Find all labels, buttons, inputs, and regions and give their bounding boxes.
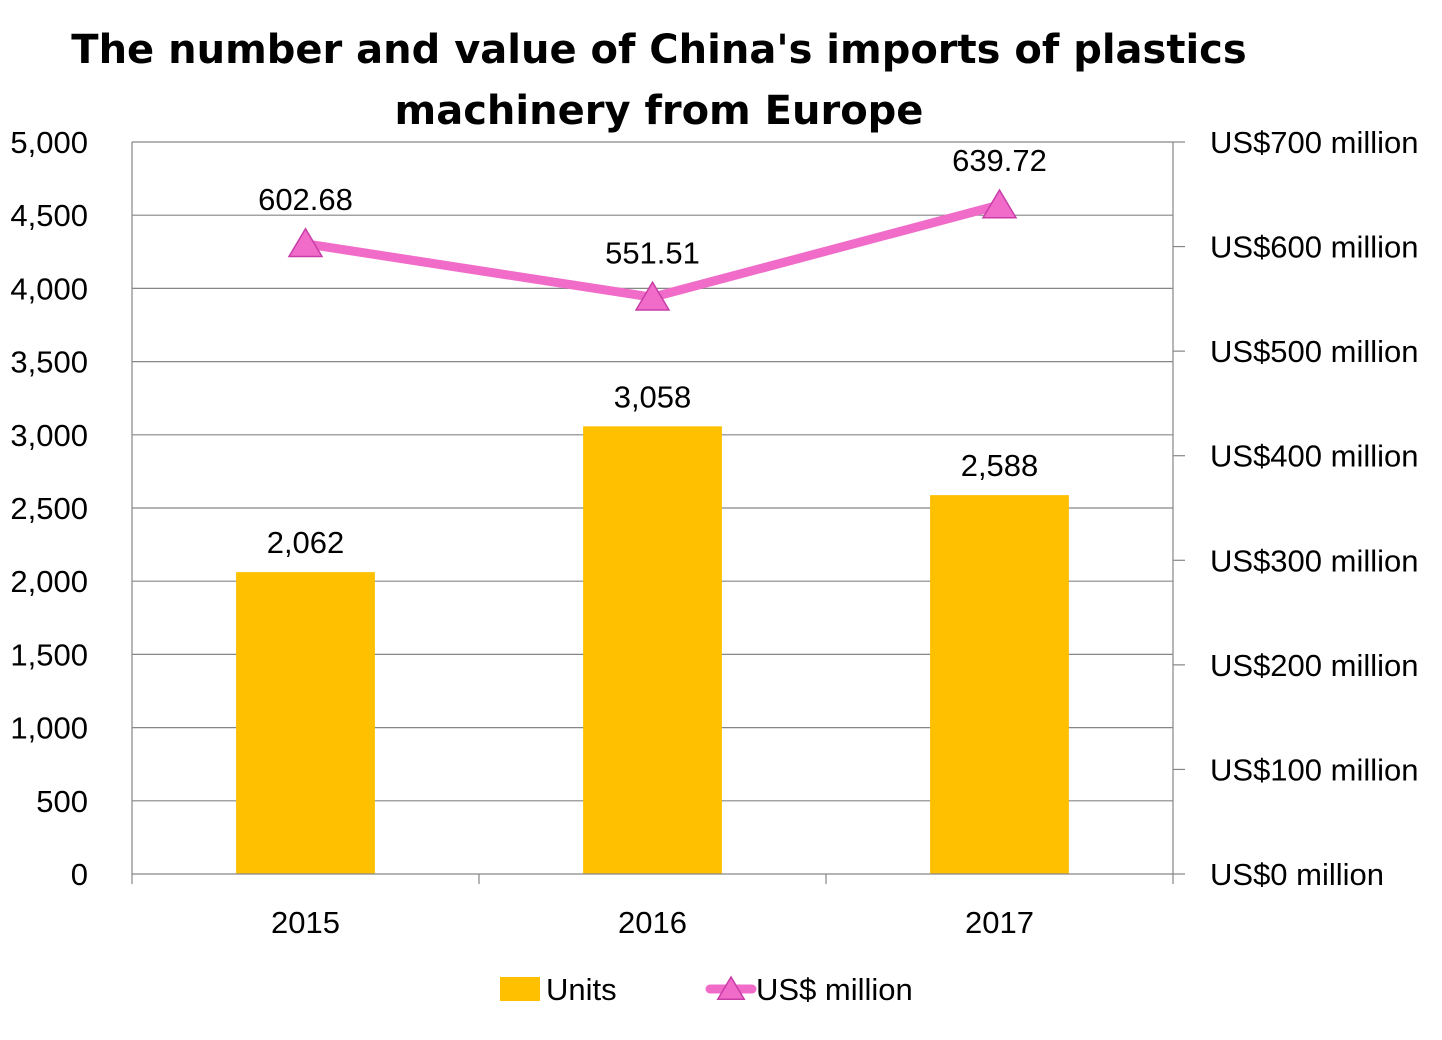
x-tick-label: 2015 [271,905,340,940]
bar [583,426,722,874]
y-right-tick-label: US$500 million [1210,334,1419,369]
line-data-label: 551.51 [605,235,700,270]
y-left-tick-label: 3,000 [10,418,88,453]
triangle-marker [981,188,1018,219]
chart-title-line-1: The number and value of China's imports … [71,27,1246,73]
legend-marker-triangle [716,975,746,1000]
y-left-tick-label: 2,500 [10,491,88,526]
bar [930,495,1069,874]
x-tick-label: 2017 [965,905,1034,940]
bar [236,572,375,874]
y-right-tick-label: US$700 million [1210,125,1419,160]
y-right-tick-label: US$600 million [1210,230,1419,265]
legend-label-units: Units [546,972,617,1007]
y-left-tick-label: 5,000 [10,125,88,160]
bar-series [236,426,1069,874]
data-labels: 2,062 3,058 2,588 602.68 551.51 639.72 [258,143,1047,560]
y-left-tick-label: 4,000 [10,271,88,306]
line-series [287,188,1018,311]
y-left-tick-label: 4,500 [10,198,88,233]
legend: Units US$ million [500,972,913,1007]
y-left-tick-label: 1,500 [10,637,88,672]
line-data-label: 639.72 [952,143,1047,178]
y-left-tick-label: 2,000 [10,564,88,599]
bar-data-label: 3,058 [614,379,692,414]
y-right-tick-label: US$300 million [1210,543,1419,578]
chart-title-line-2: machinery from Europe [395,88,924,134]
bar-data-label: 2,062 [267,525,345,560]
axes: 0 500 1,000 1,500 2,000 2,500 3,000 3,500 4,000 4… [10,125,1418,940]
y-right-tick-label: US$0 million [1210,857,1384,892]
y-right-tick-label: US$200 million [1210,648,1419,683]
triangle-marker [634,280,671,311]
legend-swatch-units [500,977,540,1001]
y-left-tick-label: 1,000 [10,711,88,746]
y-left-tick-label: 0 [71,857,88,892]
y-right-tick-label: US$100 million [1210,752,1419,787]
triangle-marker [287,227,324,258]
bar-data-label: 2,588 [961,448,1039,483]
y-left-tick-label: 500 [36,784,88,819]
legend-label-usd: US$ million [756,972,913,1007]
y-left-tick-label: 3,500 [10,345,88,380]
line-data-label: 602.68 [258,182,353,217]
y-right-tick-label: US$400 million [1210,439,1419,474]
x-tick-label: 2016 [618,905,687,940]
